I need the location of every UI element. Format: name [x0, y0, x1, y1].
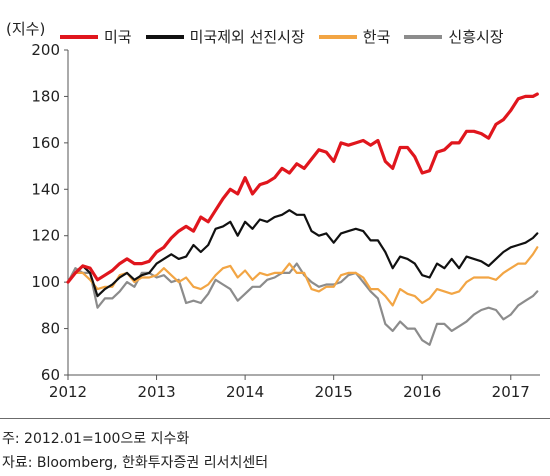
chart-source: 자료: Bloomberg, 한화투자증권 리서치센터 [2, 455, 269, 471]
x-tick-label: 2015 [315, 383, 353, 401]
legend-item-developed-ex-us: 미국제외 선진시장 [145, 26, 305, 47]
legend-label-emerging: 신흥시장 [448, 28, 504, 46]
y-tick-label: 100 [31, 273, 60, 291]
legend-label-developed-ex-us: 미국제외 선진시장 [189, 28, 305, 46]
y-tick-label: 200 [31, 41, 60, 59]
series-line-emerging [66, 262, 539, 346]
legend-swatch-developed-ex-us [145, 34, 184, 39]
legend-item-us: 미국 [60, 26, 132, 47]
y-tick-label: 80 [41, 320, 60, 338]
series-line-korea [66, 246, 539, 307]
footer-divider [0, 418, 550, 419]
legend-item-emerging: 신흥시장 [404, 26, 504, 47]
x-tick-label: 2014 [226, 383, 264, 401]
y-tick-label: 60 [41, 366, 60, 384]
x-tick-label: 2016 [403, 383, 441, 401]
y-tick-label: 160 [31, 134, 60, 152]
legend-item-korea: 한국 [318, 26, 391, 47]
x-tick-label: 2012 [49, 383, 87, 401]
legend-label-korea: 한국 [362, 28, 391, 46]
chart-note: 주: 2012.01=100으로 지수화 [2, 431, 190, 447]
legend-swatch-korea [318, 34, 357, 39]
y-tick-label: 120 [31, 227, 60, 245]
y-tick-label: 140 [31, 180, 60, 198]
legend-label-us: 미국 [104, 28, 132, 46]
series-line-developed-ex-us [66, 209, 539, 298]
x-tick-label: 2017 [492, 383, 530, 401]
chart-legend: 미국 미국제외 선진시장 한국 신흥시장 [60, 26, 504, 47]
legend-swatch-emerging [404, 34, 443, 39]
legend-swatch-us [60, 34, 98, 39]
y-tick-label: 180 [31, 87, 60, 105]
series-line-us [66, 92, 539, 284]
y-axis-unit-label: (지수) [6, 20, 46, 38]
x-tick-label: 2013 [137, 383, 175, 401]
